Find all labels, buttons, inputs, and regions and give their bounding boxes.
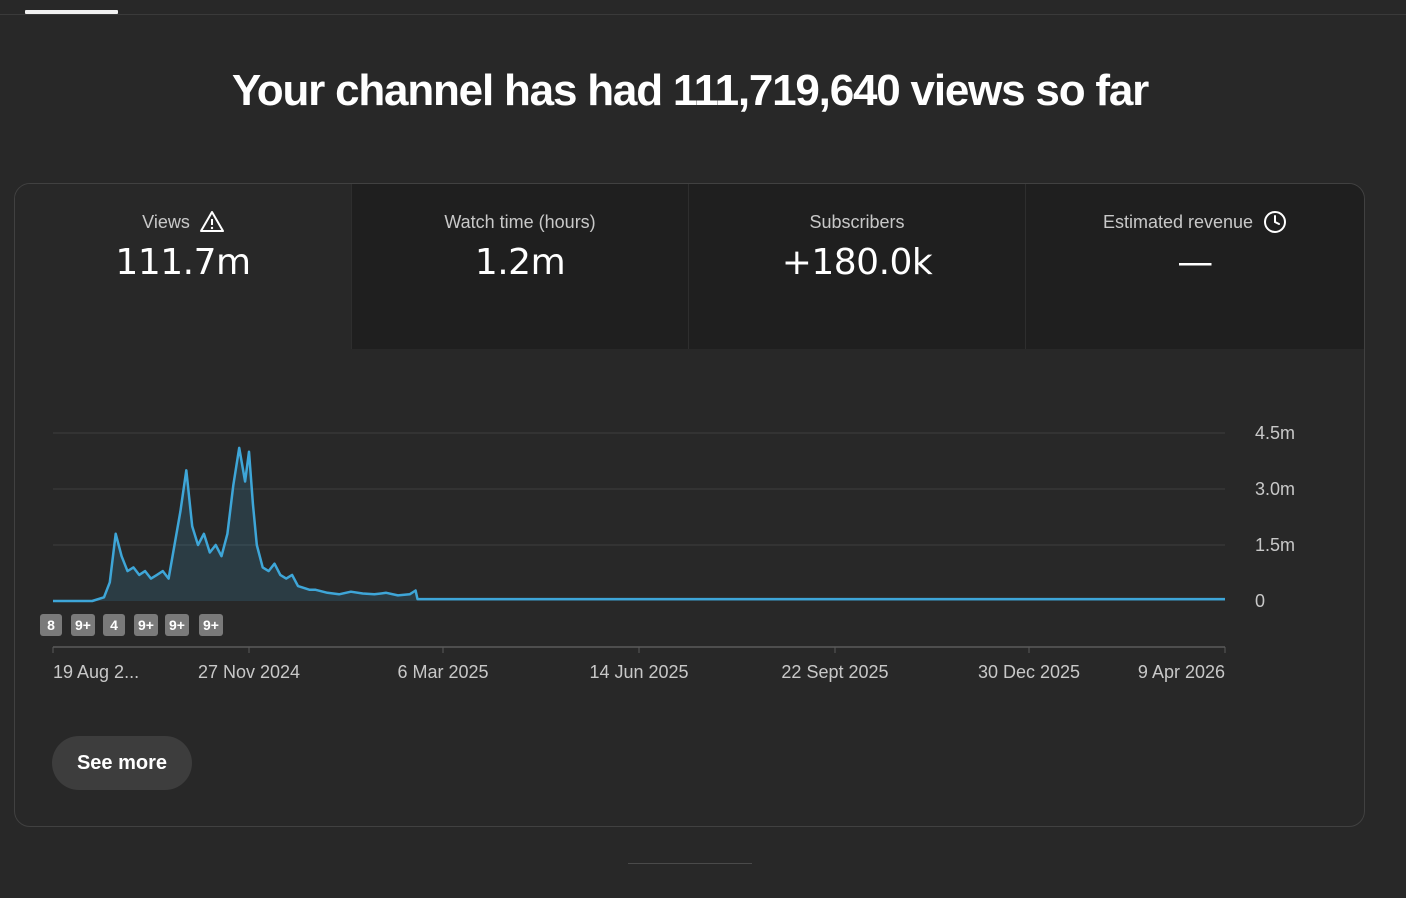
tab-subscribers-label: Subscribers bbox=[809, 211, 905, 232]
active-tab-indicator bbox=[25, 10, 118, 14]
tab-subscribers-value: +180.0k bbox=[781, 242, 933, 283]
metric-tabs: Views 111.7m Watch time (hours) 1.2m Sub… bbox=[15, 184, 1364, 349]
y-tick-label: 0 bbox=[1255, 591, 1265, 611]
annotation-badge-bg bbox=[71, 614, 95, 636]
tab-subscribers[interactable]: Subscribers +180.0k bbox=[689, 184, 1026, 349]
tab-watch-time[interactable]: Watch time (hours) 1.2m bbox=[352, 184, 689, 349]
x-tick-label: 22 Sept 2025 bbox=[781, 662, 888, 682]
page-headline: Your channel has had 111,719,640 views s… bbox=[231, 66, 1149, 115]
x-tick-label: 19 Aug 2... bbox=[53, 662, 139, 682]
top-divider bbox=[0, 14, 1406, 15]
series-area bbox=[53, 447, 1225, 601]
annotation-badge[interactable]: 9+ bbox=[199, 614, 223, 636]
annotation-badge[interactable]: 9+ bbox=[134, 614, 158, 636]
annotation-badge[interactable]: 9+ bbox=[71, 614, 95, 636]
x-tick-label: 30 Dec 2025 bbox=[978, 662, 1080, 682]
annotation-badge-bg bbox=[199, 614, 223, 636]
tab-estimated-revenue-value: — bbox=[1177, 242, 1213, 283]
views-chart[interactable]: 0 1.5m 3.0m 4.5m 19 Aug 2... 27 Nov 2024 6 Mar… bbox=[15, 349, 1364, 709]
x-tick-label: 6 Mar 2025 bbox=[397, 662, 488, 682]
x-tick-label: 14 Jun 2025 bbox=[589, 662, 688, 682]
annotation-badge[interactable]: 8 bbox=[40, 614, 62, 636]
series-line bbox=[53, 446, 1225, 603]
bottom-divider bbox=[628, 863, 752, 864]
y-tick-label: 1.5m bbox=[1255, 535, 1295, 555]
tab-views-value: 111.7m bbox=[115, 242, 251, 283]
x-tick-label: 27 Nov 2024 bbox=[198, 662, 300, 682]
annotation-badge-bg bbox=[134, 614, 158, 636]
tab-watch-time-label: Watch time (hours) bbox=[444, 211, 596, 232]
y-tick-label: 4.5m bbox=[1255, 423, 1295, 443]
annotation-badge-bg bbox=[165, 614, 189, 636]
views-chart-svg: 0 1.5m 3.0m 4.5m 19 Aug 2... 27 Nov 2024 6 Mar… bbox=[40, 423, 1295, 682]
annotation-badge-label: 8 bbox=[47, 617, 55, 633]
annotation-badge-label: 4 bbox=[110, 617, 118, 633]
tab-estimated-revenue-label: Estimated revenue bbox=[1102, 211, 1254, 232]
tab-estimated-revenue[interactable]: Estimated revenue — bbox=[1026, 184, 1364, 349]
tab-views[interactable]: Views 111.7m bbox=[15, 184, 352, 349]
see-more-button[interactable]: See more bbox=[52, 736, 192, 790]
x-tick-label: 9 Apr 2026 bbox=[1138, 662, 1225, 682]
warning-triangle-icon[interactable] bbox=[199, 210, 224, 234]
annotation-badge[interactable]: 9+ bbox=[165, 614, 189, 636]
clock-icon[interactable] bbox=[1263, 210, 1287, 234]
annotation-badge-bg bbox=[40, 614, 62, 636]
annotation-badge-label: 9+ bbox=[203, 617, 219, 633]
annotation-badge[interactable]: 4 bbox=[103, 614, 125, 636]
annotation-badge-label: 9+ bbox=[138, 617, 154, 633]
tab-views-label: Views bbox=[142, 211, 190, 232]
annotation-badge-label: 9+ bbox=[169, 617, 185, 633]
analytics-card: Views 111.7m Watch time (hours) 1.2m Sub… bbox=[14, 183, 1365, 827]
annotation-badge-label: 9+ bbox=[75, 617, 91, 633]
tab-watch-time-value: 1.2m bbox=[474, 242, 566, 283]
annotation-badge-bg bbox=[103, 614, 125, 636]
y-tick-label: 3.0m bbox=[1255, 479, 1295, 499]
